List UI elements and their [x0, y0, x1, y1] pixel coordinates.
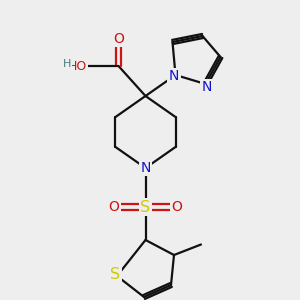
Text: N: N — [202, 80, 212, 94]
Text: O: O — [172, 200, 182, 214]
Text: S: S — [140, 200, 151, 214]
Text: O: O — [109, 200, 119, 214]
Text: S: S — [110, 267, 121, 282]
Text: O: O — [113, 32, 124, 46]
Text: N: N — [169, 70, 179, 83]
Text: HO: HO — [68, 59, 87, 73]
Text: H: H — [63, 58, 71, 69]
Text: N: N — [140, 161, 151, 175]
